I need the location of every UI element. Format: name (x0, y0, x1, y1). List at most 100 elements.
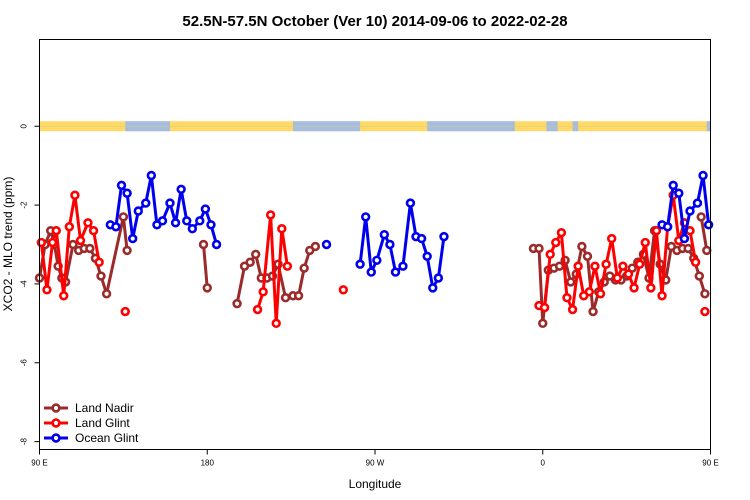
series-1-point-36 (629, 283, 639, 293)
legend-marker-0 (51, 403, 61, 413)
series-2-point-38 (674, 188, 684, 198)
series-1-point-37 (634, 259, 645, 269)
series-0-point-13 (101, 289, 112, 299)
series-2-point-19 (321, 239, 332, 250)
series-2-point-15 (195, 216, 205, 226)
series-0-point-7 (68, 239, 78, 250)
series-2-point-4 (127, 233, 138, 244)
series-0-point-21 (251, 249, 261, 260)
series-2-point-7 (146, 170, 157, 181)
series-2-point-17 (206, 220, 216, 230)
series-0-point-15 (122, 245, 132, 256)
x-axis: 90 E 180 90 W 0 90 E (31, 449, 719, 468)
series-1-point-0 (36, 237, 47, 248)
series-2-point-32 (428, 283, 438, 293)
series-0-point-26 (280, 293, 291, 303)
series-1-point-11 (120, 306, 130, 317)
series-0-point-20 (245, 257, 255, 267)
legend-label-0: Land Nadir (75, 401, 134, 415)
series-0-point-39 (566, 277, 576, 287)
series-1-point-2 (47, 237, 58, 248)
x-tick-label-4: 90 E (702, 459, 718, 468)
y-tick-label-4: -8 (20, 438, 29, 446)
series-1-point-3 (51, 226, 61, 236)
series-2-point-9 (157, 216, 168, 226)
series-1-point-29 (590, 261, 600, 271)
legend-label-1: Land Glint (75, 416, 130, 430)
series-1-point-21 (545, 249, 555, 260)
series-2-point-18 (211, 239, 222, 250)
series-2-point-2 (116, 180, 127, 191)
x-tick-label-2: 90 W (366, 459, 385, 468)
series-1-point-7 (75, 235, 86, 246)
y-tick-label-1: -2 (20, 201, 29, 209)
x-tick-label-1: 180 (201, 459, 215, 468)
series-1-point-10 (94, 257, 104, 267)
series-1-point-28 (584, 287, 595, 297)
series-1 (36, 190, 710, 329)
series-1-point-30 (595, 289, 606, 299)
series-2-point-41 (692, 198, 703, 208)
series-2-point-23 (372, 255, 382, 265)
series-0-point-64 (696, 212, 706, 222)
y-axis-label: XCO2 - MLO trend (ppm) (1, 177, 15, 312)
series-0-point-17 (202, 283, 212, 293)
chart-title: 52.5N-57.5N October (Ver 10) 2014-09-06 … (182, 13, 567, 30)
series-2-point-20 (355, 259, 365, 269)
series-2-point-1 (111, 222, 121, 232)
series-1-point-41 (657, 291, 667, 301)
series-1-point-34 (618, 261, 628, 271)
series-0-point-63 (700, 289, 710, 299)
series-0-point-65 (702, 245, 712, 256)
series-0-point-14 (118, 212, 129, 222)
series-0-point-41 (577, 241, 587, 252)
x-tick-label-3: 0 (541, 459, 546, 468)
series-2-point-34 (439, 231, 449, 242)
series-1-point-32 (607, 233, 617, 244)
legend-marker-1 (51, 418, 61, 428)
series-0-point-29 (299, 263, 309, 273)
series-2-point-3 (122, 188, 132, 198)
series-2-point-10 (165, 198, 175, 208)
series-0-point-60 (683, 243, 693, 254)
series-1-point-47 (690, 257, 701, 267)
series-2-point-24 (379, 229, 390, 240)
x-axis-label: Longitude (349, 477, 402, 491)
series-2-point-21 (360, 212, 371, 222)
series-1-point-24 (562, 293, 572, 303)
series-2-point-43 (703, 220, 714, 230)
series-1-point-31 (601, 259, 611, 269)
land-mask-strip (39, 121, 711, 132)
series-2-point-37 (668, 180, 678, 191)
series-0-point-34 (538, 318, 548, 329)
series-1-point-18 (338, 285, 349, 295)
series-2-point-12 (176, 184, 186, 195)
series-2-point-16 (200, 204, 211, 214)
series-1-point-25 (567, 304, 578, 315)
series-2-point-36 (662, 222, 673, 232)
series-1-point-38 (640, 237, 650, 248)
series-2-point-5 (133, 206, 143, 216)
series-2-point-39 (679, 233, 690, 244)
series-1-point-1 (42, 285, 52, 295)
y-tick-label-3: -6 (20, 359, 29, 367)
series-1-point-39 (646, 283, 656, 293)
series-0-point-12 (96, 271, 106, 281)
series-1-point-17 (282, 261, 293, 271)
series-2-point-42 (698, 170, 708, 181)
series-1-point-40 (651, 226, 662, 236)
series-1-point-12 (252, 304, 263, 315)
series-2-point-13 (182, 216, 192, 226)
series-1-point-15 (271, 318, 281, 329)
series-0-point-33 (534, 243, 544, 254)
series-2-point-22 (366, 267, 376, 277)
series-1-point-9 (88, 226, 99, 236)
series-1-point-22 (551, 237, 561, 248)
series-2-point-11 (170, 218, 181, 228)
legend-label-2: Ocean Glint (75, 431, 139, 445)
series-2-point-40 (685, 206, 695, 216)
y-tick-label-2: -4 (20, 280, 29, 288)
series-1-point-8 (83, 218, 93, 228)
series-2-point-6 (141, 198, 151, 208)
